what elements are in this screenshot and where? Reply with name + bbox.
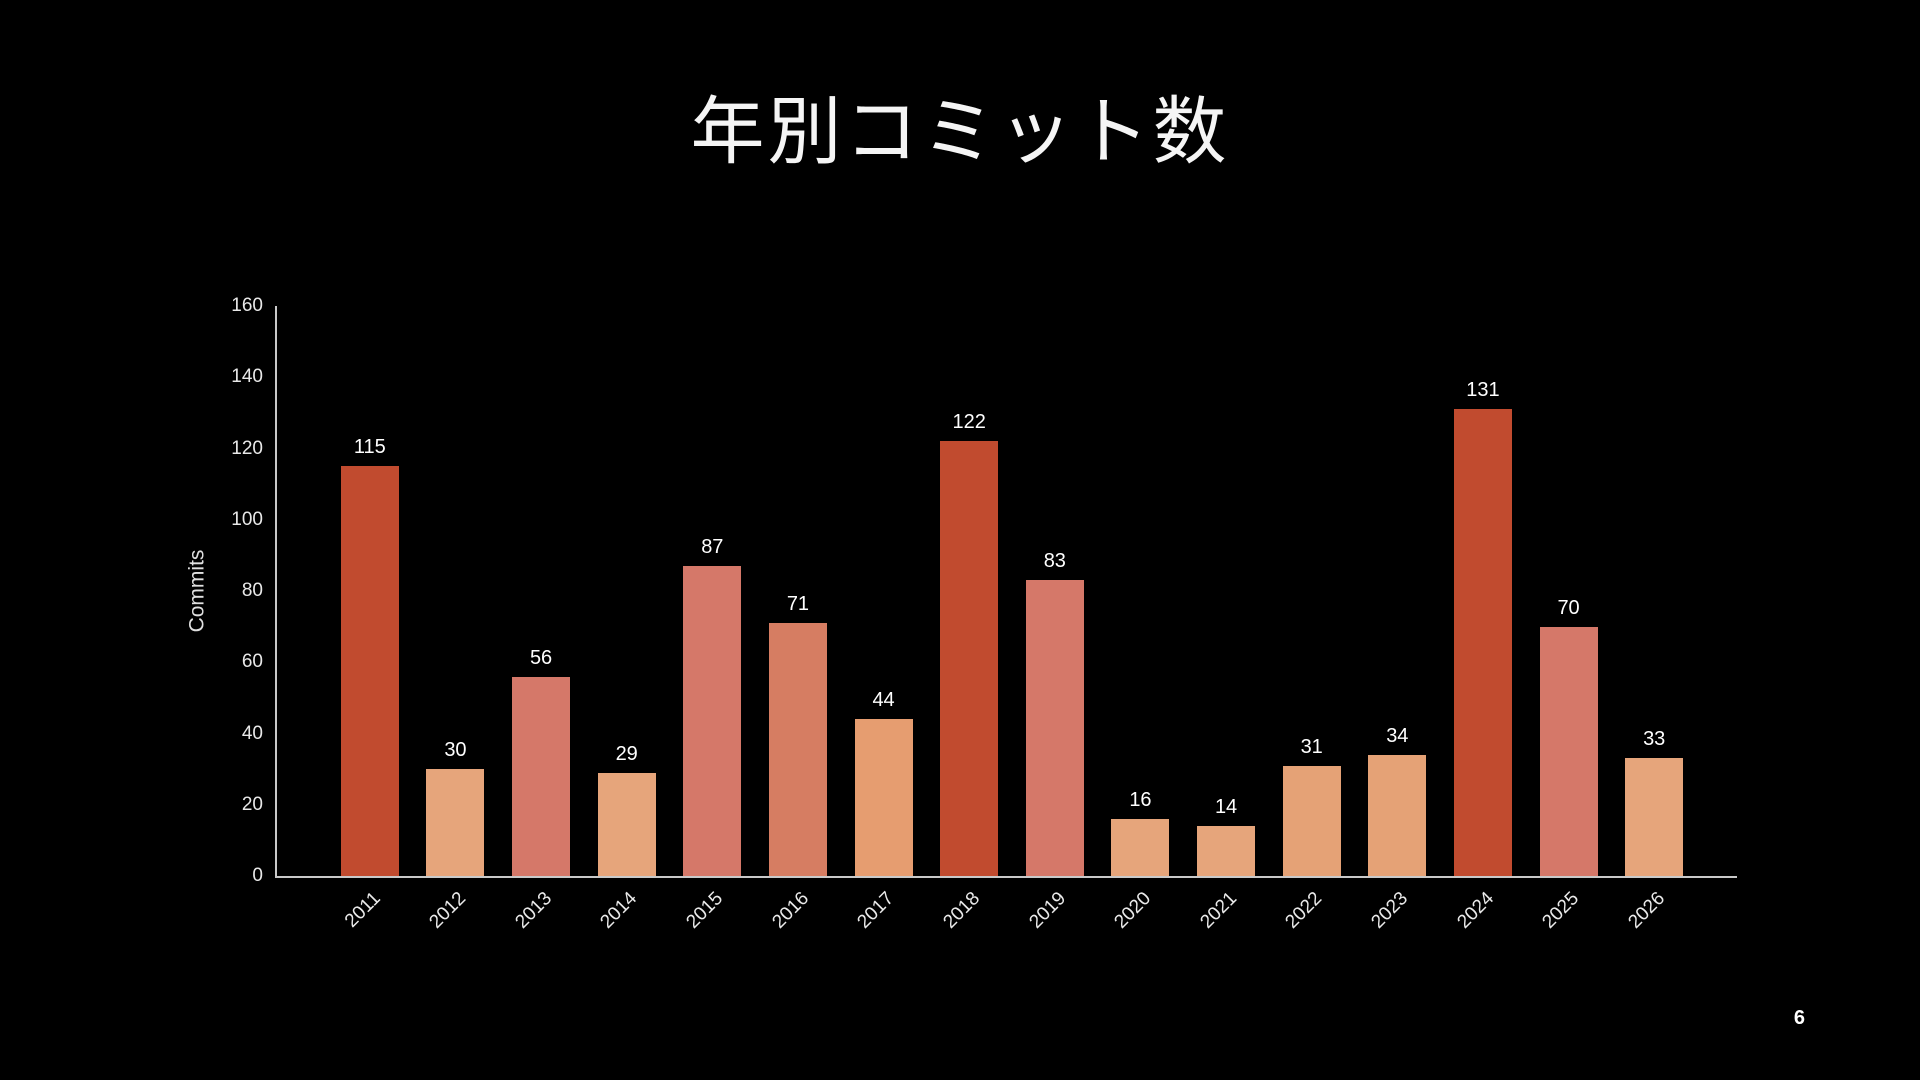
bar-2021: 14	[1197, 796, 1256, 876]
bar-value-label: 29	[615, 742, 638, 765]
bar-slot: 14 2021	[1183, 306, 1269, 933]
bar-slot: 71 2016	[755, 306, 841, 933]
bar-2023: 34	[1368, 725, 1427, 876]
bar-2016: 71	[768, 593, 827, 876]
x-tick-label: 2013	[511, 888, 556, 933]
y-ticks: 0 20 40 60 80 100 120 140 160	[193, 295, 263, 886]
bar-slot: 30 2012	[413, 306, 499, 933]
bar-2018: 122	[940, 411, 999, 876]
bar-2013: 56	[512, 647, 571, 876]
bar-slot: 70 2025	[1526, 306, 1612, 933]
x-tick-label: 2015	[682, 888, 728, 933]
x-tick-label: 2026	[1624, 888, 1670, 933]
bar-slot: 16 2020	[1098, 306, 1184, 933]
bar-value-label: 87	[701, 536, 724, 559]
bar-slot: 29 2014	[584, 306, 670, 933]
x-tick-label: 2020	[1110, 888, 1156, 933]
bar-2015: 87	[683, 536, 742, 876]
x-tick-label: 2021	[1196, 888, 1241, 933]
bar-2011: 115	[340, 436, 399, 876]
y-tick-label: 160	[231, 295, 263, 316]
y-tick-label: 0	[252, 865, 263, 886]
bar-value-label: 83	[1043, 550, 1066, 573]
x-tick-label: 2024	[1453, 888, 1498, 933]
bar-slot: 31 2022	[1269, 306, 1355, 933]
bar-value-label: 14	[1214, 796, 1238, 819]
bar-value-label: 33	[1643, 728, 1666, 751]
bar-value-label: 44	[872, 689, 895, 712]
x-tick-label: 2014	[596, 888, 642, 933]
bar-value-label: 122	[952, 411, 986, 434]
bar-value-label: 31	[1300, 735, 1323, 758]
x-tick-label: 2025	[1538, 888, 1584, 933]
x-tick-label: 2023	[1367, 888, 1413, 933]
bar-slot: 115 2011	[327, 306, 413, 932]
bar-2026: 33	[1625, 728, 1684, 876]
bar-slot: 122 2018	[926, 306, 1012, 933]
page-title: 年別コミット数	[690, 90, 1230, 173]
bar-slot: 56 2013	[498, 306, 584, 933]
bar-2014: 29	[597, 743, 656, 876]
bar-slot: 83 2019	[1012, 306, 1098, 933]
x-tick-label: 2017	[853, 888, 899, 933]
bar-value-label: 56	[529, 646, 553, 669]
bar-2020: 16	[1111, 789, 1170, 876]
bar-value-label: 71	[786, 593, 810, 616]
bar-value-label: 16	[1129, 789, 1152, 811]
bar-slot: 87 2015	[670, 306, 756, 933]
y-tick-label: 140	[231, 366, 263, 388]
bar-2022: 31	[1282, 736, 1341, 876]
y-tick-label: 120	[231, 437, 263, 459]
bar-value-label: 34	[1386, 724, 1409, 747]
x-tick-label: 2022	[1281, 888, 1327, 933]
x-tick-label: 2019	[1024, 888, 1070, 933]
bar-2024: 131	[1453, 379, 1512, 876]
bar-slot: 131 2024	[1440, 306, 1526, 933]
x-tick-label: 2011	[340, 888, 385, 932]
bar-value-label: 115	[353, 436, 386, 459]
y-tick-label: 60	[241, 651, 263, 673]
bar-value-label: 30	[444, 739, 467, 762]
bar-2017: 44	[854, 689, 913, 876]
y-tick-label: 100	[231, 508, 263, 530]
bar-2019: 83	[1025, 550, 1084, 876]
bar-2012: 30	[426, 739, 485, 876]
page-number: 6	[1793, 1007, 1805, 1029]
y-tick-label: 20	[241, 793, 263, 815]
bar-slot: 44 2017	[841, 306, 927, 933]
bar-value-label: 131	[1466, 379, 1500, 402]
x-tick-label: 2016	[768, 888, 813, 933]
bar-slot: 34 2023	[1355, 306, 1441, 933]
x-tick-label: 2012	[425, 888, 471, 933]
x-tick-label: 2018	[939, 888, 985, 933]
bar-value-label: 70	[1557, 596, 1580, 619]
bar-2025: 70	[1539, 597, 1598, 876]
y-tick-label: 80	[241, 580, 263, 601]
bar-slot: 33 2026	[1611, 306, 1697, 933]
plot-area: Commits 0 20 40 60 80 100 120 140 160 115 2011 30 2…	[185, 295, 1737, 933]
bars-row: 115 2011 30 2012 56 2013 29 2014 87 2015 71 2016 44 2…	[277, 306, 1737, 933]
y-tick-label: 40	[241, 722, 263, 744]
